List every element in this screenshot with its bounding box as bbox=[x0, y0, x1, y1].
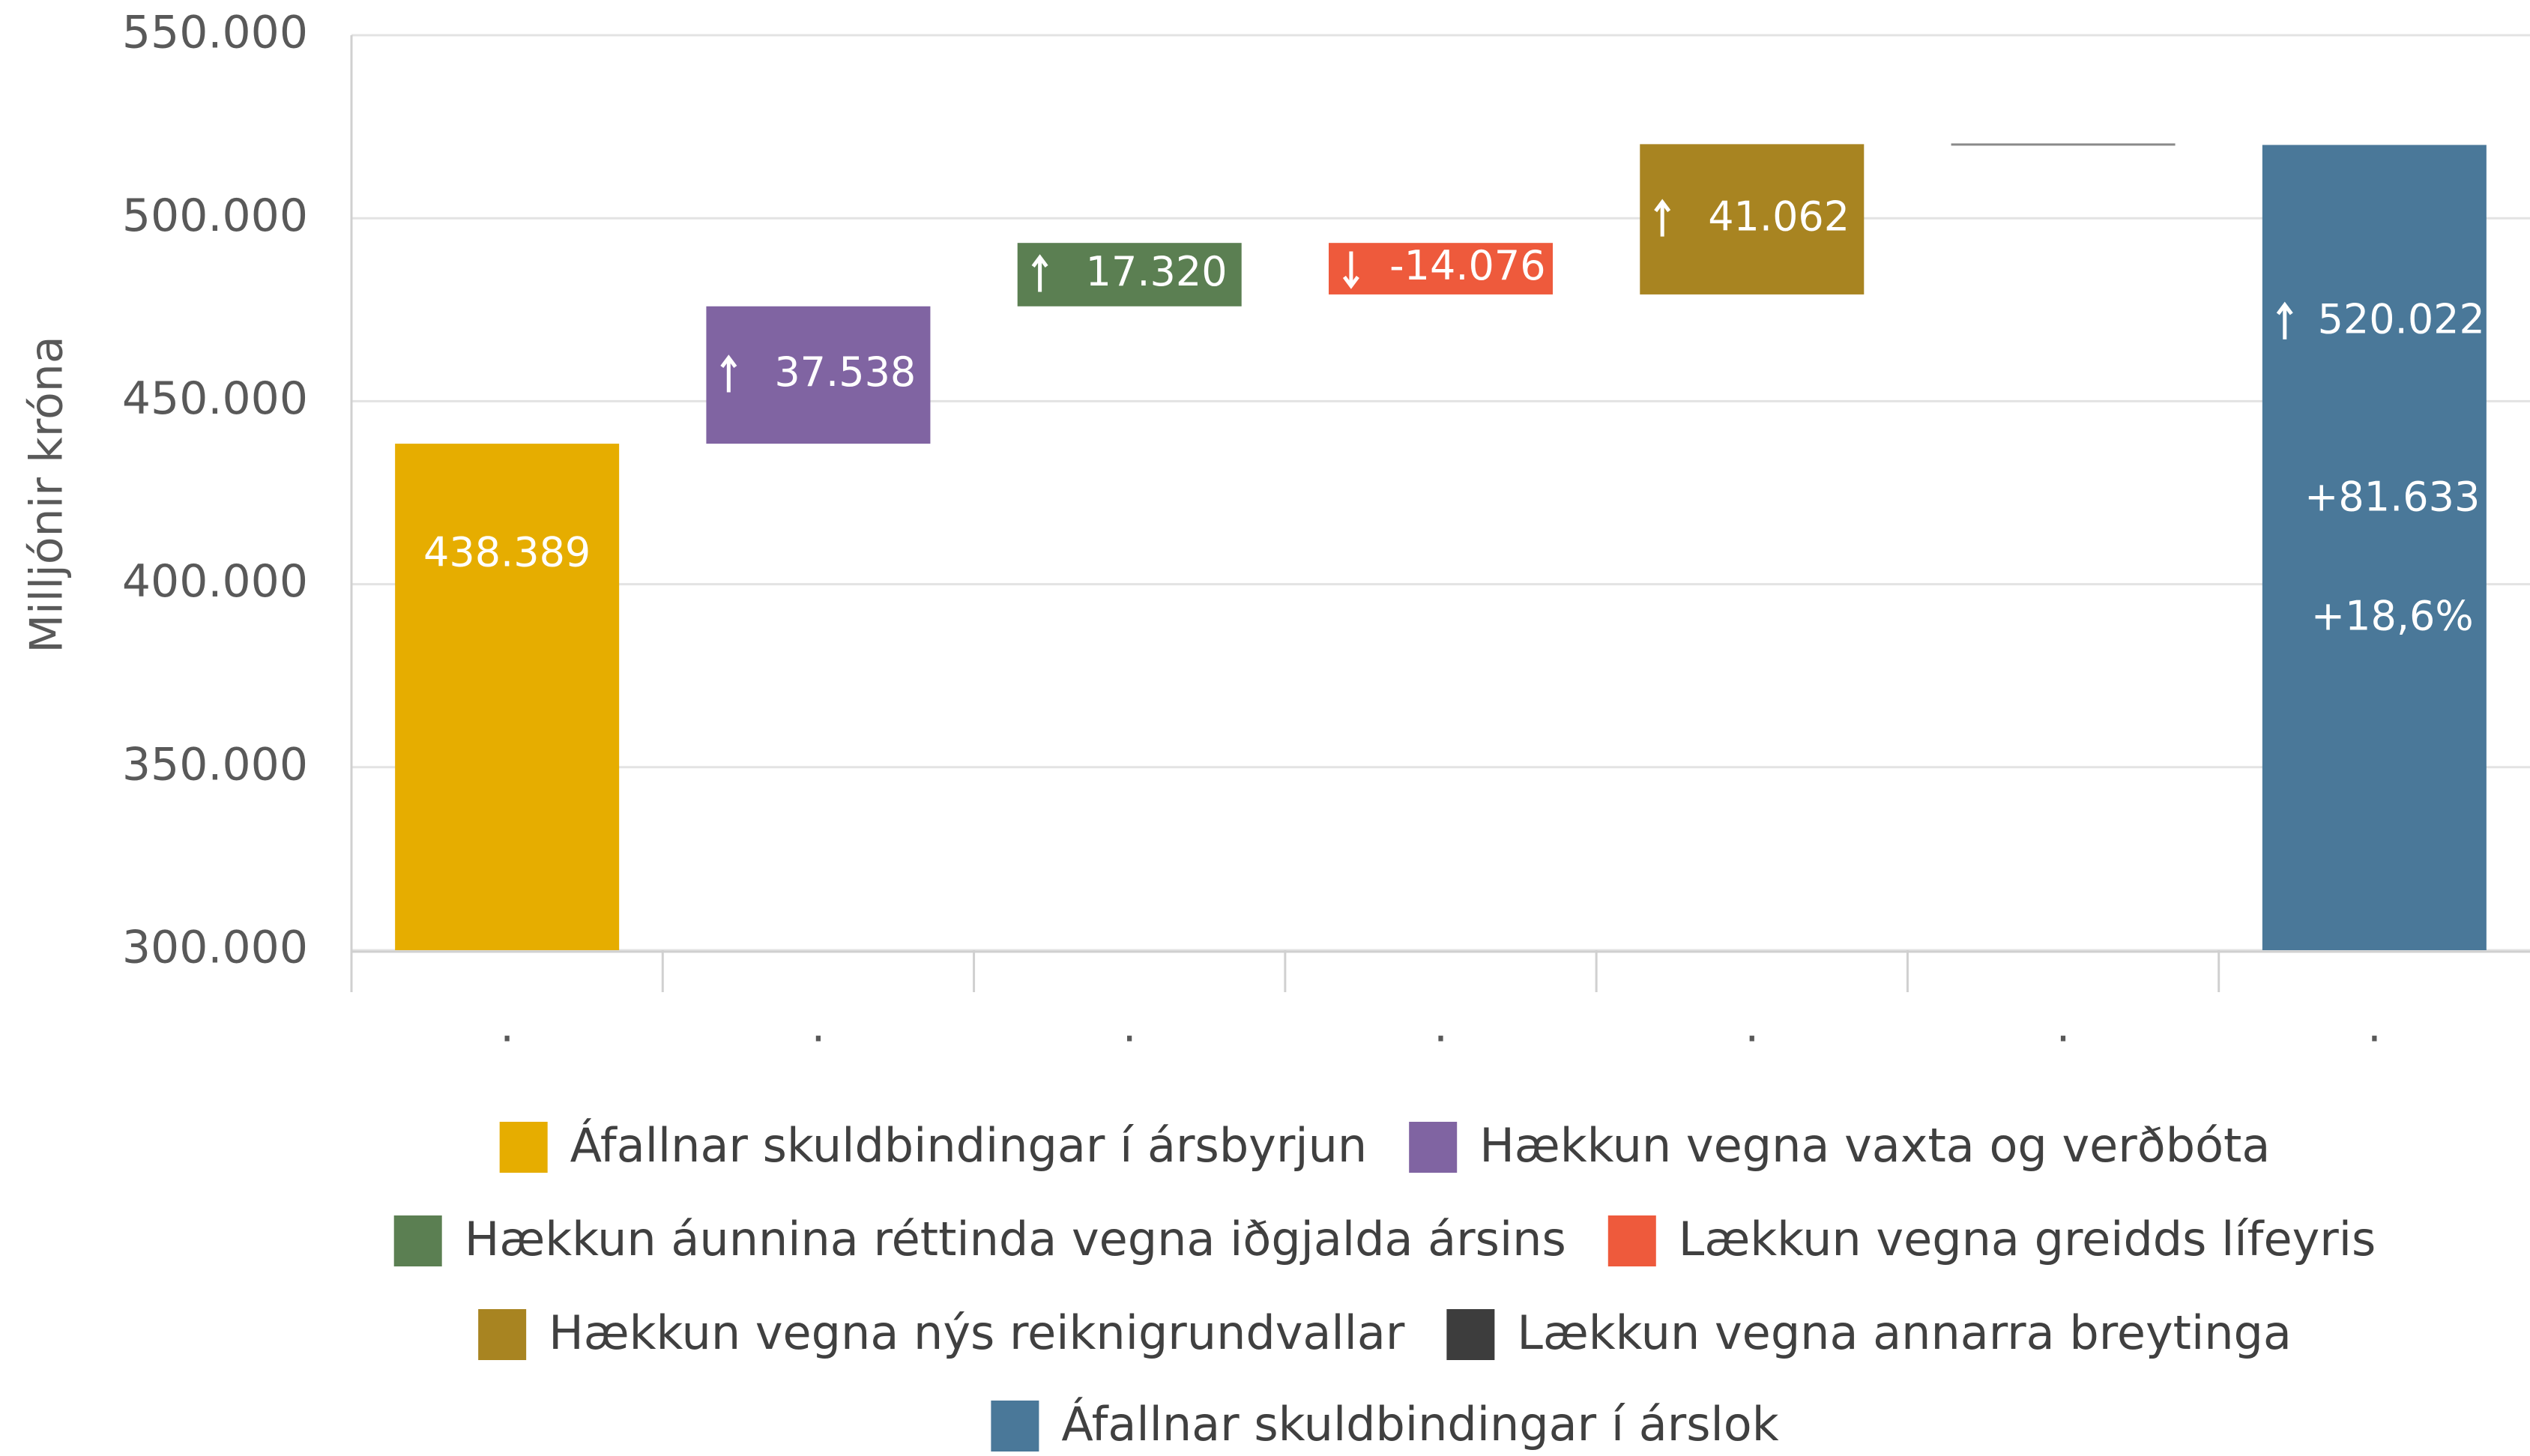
bar bbox=[395, 444, 620, 950]
arrow-icon bbox=[1654, 199, 1671, 213]
y-tick-label: 350.000 bbox=[122, 738, 308, 791]
legend-swatch bbox=[991, 1401, 1039, 1452]
legend-swatch bbox=[1409, 1122, 1458, 1173]
y-tick-label: 300.000 bbox=[122, 922, 308, 974]
arrow-icon bbox=[1031, 254, 1048, 268]
y-tick-label: 450.000 bbox=[122, 372, 308, 425]
value-label: 41.062 bbox=[1708, 193, 1850, 240]
x-tick-label: . bbox=[2367, 1000, 2382, 1053]
legend-swatch bbox=[478, 1309, 527, 1360]
y-tick-label: 500.000 bbox=[122, 190, 308, 242]
value-label: 17.320 bbox=[1086, 248, 1228, 295]
legend-row: Hækkun áunnina réttinda vegna iðgjalda á… bbox=[393, 1212, 2376, 1266]
legend-row: Hækkun vegna nýs reiknigrundvallar Lækkun… bbox=[478, 1305, 2292, 1360]
x-tick-label: . bbox=[1123, 1000, 1137, 1053]
legend-label: Lækkun vegna greidds lífeyris bbox=[1679, 1212, 2376, 1266]
bar bbox=[1951, 143, 2176, 146]
value-label: 520.022 bbox=[2318, 295, 2485, 342]
bar bbox=[1017, 243, 1242, 306]
y-axis-label: Milljónir króna bbox=[21, 336, 73, 653]
legend-label: Lækkun vegna annarra breytinga bbox=[1517, 1305, 2291, 1360]
legend-row: Áfallnar skuldbindingar í árslok bbox=[991, 1396, 1779, 1452]
legend-label: Áfallnar skuldbindingar í árslok bbox=[1061, 1396, 1778, 1452]
legend-label: Hækkun vegna nýs reiknigrundvallar bbox=[549, 1305, 1405, 1360]
arrow-icon bbox=[720, 354, 737, 368]
value-label: 37.538 bbox=[774, 348, 916, 396]
y-tick-label: 550.000 bbox=[122, 7, 308, 59]
legend-label: Hækkun áunnina réttinda vegna iðgjalda á… bbox=[465, 1212, 1566, 1266]
value-label: -14.076 bbox=[1389, 242, 1545, 289]
x-tick-label: . bbox=[500, 1000, 514, 1053]
value-label: 438.389 bbox=[423, 528, 591, 576]
x-tick-label: . bbox=[1745, 1000, 1759, 1053]
annotation: +18,6% bbox=[2311, 592, 2474, 639]
arrow-icon bbox=[1342, 276, 1359, 289]
legend-label: Hækkun vegna vaxta og verðbóta bbox=[1479, 1118, 2270, 1173]
bar bbox=[2262, 145, 2487, 950]
x-tick-label: . bbox=[1434, 1000, 1448, 1053]
annotation: +81.633 bbox=[2304, 473, 2480, 520]
y-tick-label: 400.000 bbox=[122, 555, 308, 608]
bar bbox=[1640, 144, 1865, 294]
bar bbox=[1328, 243, 1554, 294]
legend-label: Áfallnar skuldbindingar í ársbyrjun bbox=[570, 1117, 1368, 1173]
legend-swatch bbox=[393, 1215, 442, 1266]
legend-row: Áfallnar skuldbindingar í ársbyrjun Hækku… bbox=[499, 1117, 2270, 1173]
arrow-icon bbox=[2276, 301, 2293, 315]
legend-swatch bbox=[1607, 1215, 1656, 1266]
legend-swatch bbox=[1446, 1309, 1495, 1360]
x-tick-label: . bbox=[2056, 1000, 2071, 1053]
legend-swatch bbox=[499, 1122, 548, 1173]
bar bbox=[706, 306, 931, 444]
x-tick-label: . bbox=[811, 1000, 825, 1053]
